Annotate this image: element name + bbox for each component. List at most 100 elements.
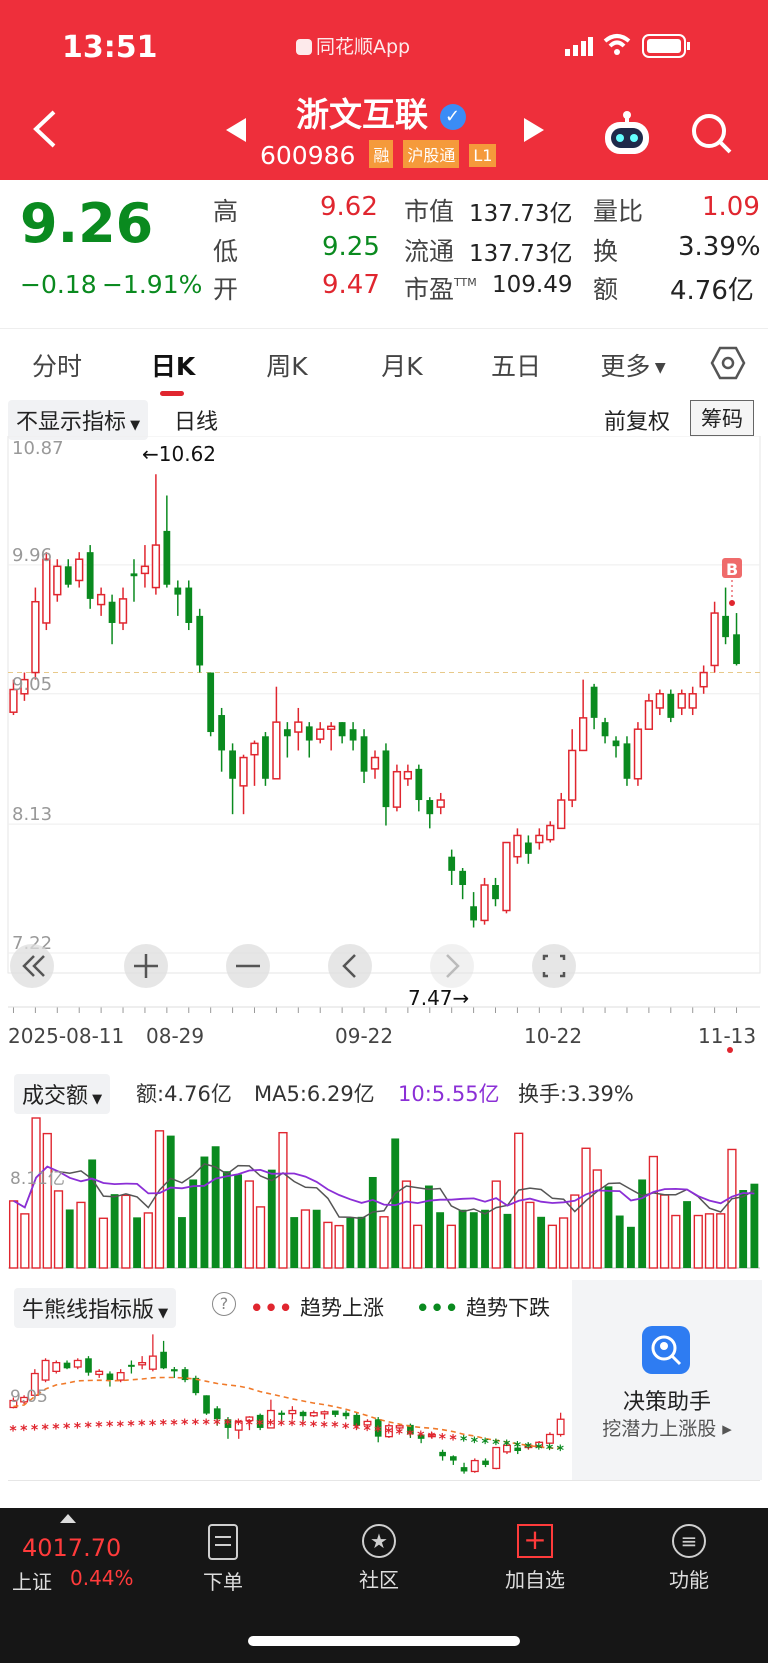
volume-bar <box>491 1180 501 1269</box>
battery-icon <box>642 34 692 62</box>
volume-bar <box>121 1194 131 1269</box>
volume-ma10: 10:5.55亿 <box>398 1082 500 1106</box>
turnover-label: 换 <box>593 237 619 266</box>
next-stock-button[interactable] <box>522 117 546 147</box>
menu-lines-icon: ≡ <box>672 1524 706 1558</box>
volume-bar <box>31 1117 41 1269</box>
mini-candle <box>9 1397 18 1409</box>
candle <box>349 722 357 751</box>
volume-bar <box>65 1209 74 1268</box>
chips-button[interactable]: 筹码 <box>690 400 754 436</box>
amount-label: 额 <box>593 275 619 304</box>
volume-bar <box>189 1179 198 1268</box>
scroll-right-button[interactable] <box>430 944 474 988</box>
adjust-label[interactable]: 前复权 <box>604 410 671 435</box>
volume-bar <box>615 1215 624 1268</box>
tab-daily-k[interactable]: 日K <box>150 352 196 381</box>
pe-label-sup: TTM <box>454 276 477 289</box>
tab-five-day[interactable]: 五日 <box>490 352 541 381</box>
index-value[interactable]: 4017.70 <box>22 1534 122 1562</box>
candle <box>316 722 325 744</box>
trend-dot: * <box>213 1417 221 1433</box>
tab-monthly-k[interactable]: 月K <box>381 352 423 381</box>
tab-intraday[interactable]: 分时 <box>31 352 82 381</box>
search-icon[interactable] <box>690 112 734 160</box>
index-change: 0.44% <box>70 1566 134 1590</box>
scroll-left-button[interactable] <box>328 944 372 988</box>
y-axis-label: 8.13 <box>12 804 52 825</box>
trend-dot: * <box>535 1441 543 1457</box>
candle <box>218 707 226 772</box>
nav-add-watchlist[interactable]: + 加自选 <box>490 1524 580 1593</box>
nav-community[interactable]: ★ 社区 <box>334 1524 424 1593</box>
mini-candle <box>278 1410 285 1422</box>
candle <box>140 545 150 588</box>
trend-dot: * <box>9 1424 17 1440</box>
high-label: 高 <box>213 197 239 226</box>
nav-order-label: 下单 <box>203 1570 243 1594</box>
volume-ratio-label: 量比 <box>593 197 644 226</box>
tab-weekly-k[interactable]: 周K <box>266 352 308 381</box>
volume-indicator-select[interactable]: 成交额 ▼ <box>14 1074 111 1114</box>
mini-candle <box>427 1432 436 1439</box>
volume-chart[interactable]: 8.11亿 <box>8 1110 760 1270</box>
candle <box>108 594 116 645</box>
candle <box>502 841 511 914</box>
trend-dot: * <box>514 1439 522 1455</box>
mini-candle <box>535 1441 544 1448</box>
chevron-down-icon: ▼ <box>126 418 141 433</box>
prev-stock-button[interactable] <box>224 117 248 147</box>
nav-order[interactable]: 下单 <box>178 1524 268 1595</box>
zoom-out-button[interactable] <box>226 944 270 988</box>
candle <box>207 672 215 737</box>
back-button[interactable] <box>30 108 60 154</box>
kline-chart[interactable]: 10.879.969.058.137.22 ←10.62 7.47→ B 202… <box>0 436 768 1054</box>
volume-ma5-line <box>13 1163 755 1220</box>
indicator-select[interactable]: 不显示指标 ▼ <box>8 400 149 440</box>
mini-candle <box>342 1410 350 1420</box>
indicator-select-label: 不显示指标 <box>16 410 127 435</box>
trend-dot: * <box>417 1429 425 1445</box>
bull-bear-select[interactable]: 牛熊线指标版 ▼ <box>14 1288 177 1328</box>
decision-assistant-card[interactable]: 决策助手 挖潜力上涨股 ▸ <box>572 1280 762 1480</box>
volume-bar <box>391 1138 400 1268</box>
up-trend-dots: ••• <box>250 1296 294 1320</box>
fullscreen-button[interactable] <box>532 944 576 988</box>
robot-assistant-icon[interactable] <box>602 110 652 160</box>
candle <box>229 743 236 815</box>
buy-marker[interactable]: B <box>722 558 742 606</box>
nav-functions[interactable]: ≡ 功能 <box>644 1524 734 1593</box>
volume-bar <box>592 1169 602 1269</box>
trend-dot: * <box>192 1417 200 1433</box>
volume-bar <box>750 1183 759 1268</box>
candle <box>338 722 346 744</box>
volume-bar <box>143 1212 153 1269</box>
trend-dot: * <box>385 1425 393 1441</box>
down-trend-legend: ••• 趋势下跌 <box>416 1292 550 1322</box>
candle <box>53 559 62 602</box>
mini-candle <box>20 1395 29 1404</box>
volume-bar <box>716 1213 726 1269</box>
candle <box>677 689 686 716</box>
volume-bar <box>683 1201 691 1268</box>
trend-dot: * <box>353 1422 361 1438</box>
settings-hexagon-icon[interactable] <box>710 345 746 385</box>
volume-bar <box>581 1147 591 1269</box>
bull-bear-trend-dots: * * * * * * * * * * * * * * * * * * * * * * * * * * * * * * * * * * * * * * * *… <box>9 1417 564 1459</box>
zoom-in-button[interactable] <box>124 944 168 988</box>
mini-candle <box>138 1356 147 1370</box>
down-trend-label: 趋势下跌 <box>465 1296 550 1320</box>
volume-bar <box>133 1217 142 1268</box>
amount-value: 4.76亿 <box>670 276 754 306</box>
current-price: 9.26 <box>20 192 154 255</box>
scroll-left-fast-button[interactable] <box>10 944 54 988</box>
volume-bar <box>8 1200 19 1269</box>
open-value: 9.47 <box>322 270 380 300</box>
bull-bear-chart[interactable]: * * * * * * * * * * * * * * * * * * * * * * * * * * * * * * * * * * * * * * * *… <box>0 1322 572 1482</box>
tab-more[interactable]: 更多 ▼ <box>588 347 678 383</box>
date-label-4: 10-22 <box>524 1024 582 1048</box>
trend-dot: * <box>374 1424 382 1440</box>
volume-bar <box>323 1221 333 1269</box>
help-icon[interactable]: ? <box>212 1292 236 1316</box>
bull-bear-select-label: 牛熊线指标版 <box>22 1298 155 1323</box>
